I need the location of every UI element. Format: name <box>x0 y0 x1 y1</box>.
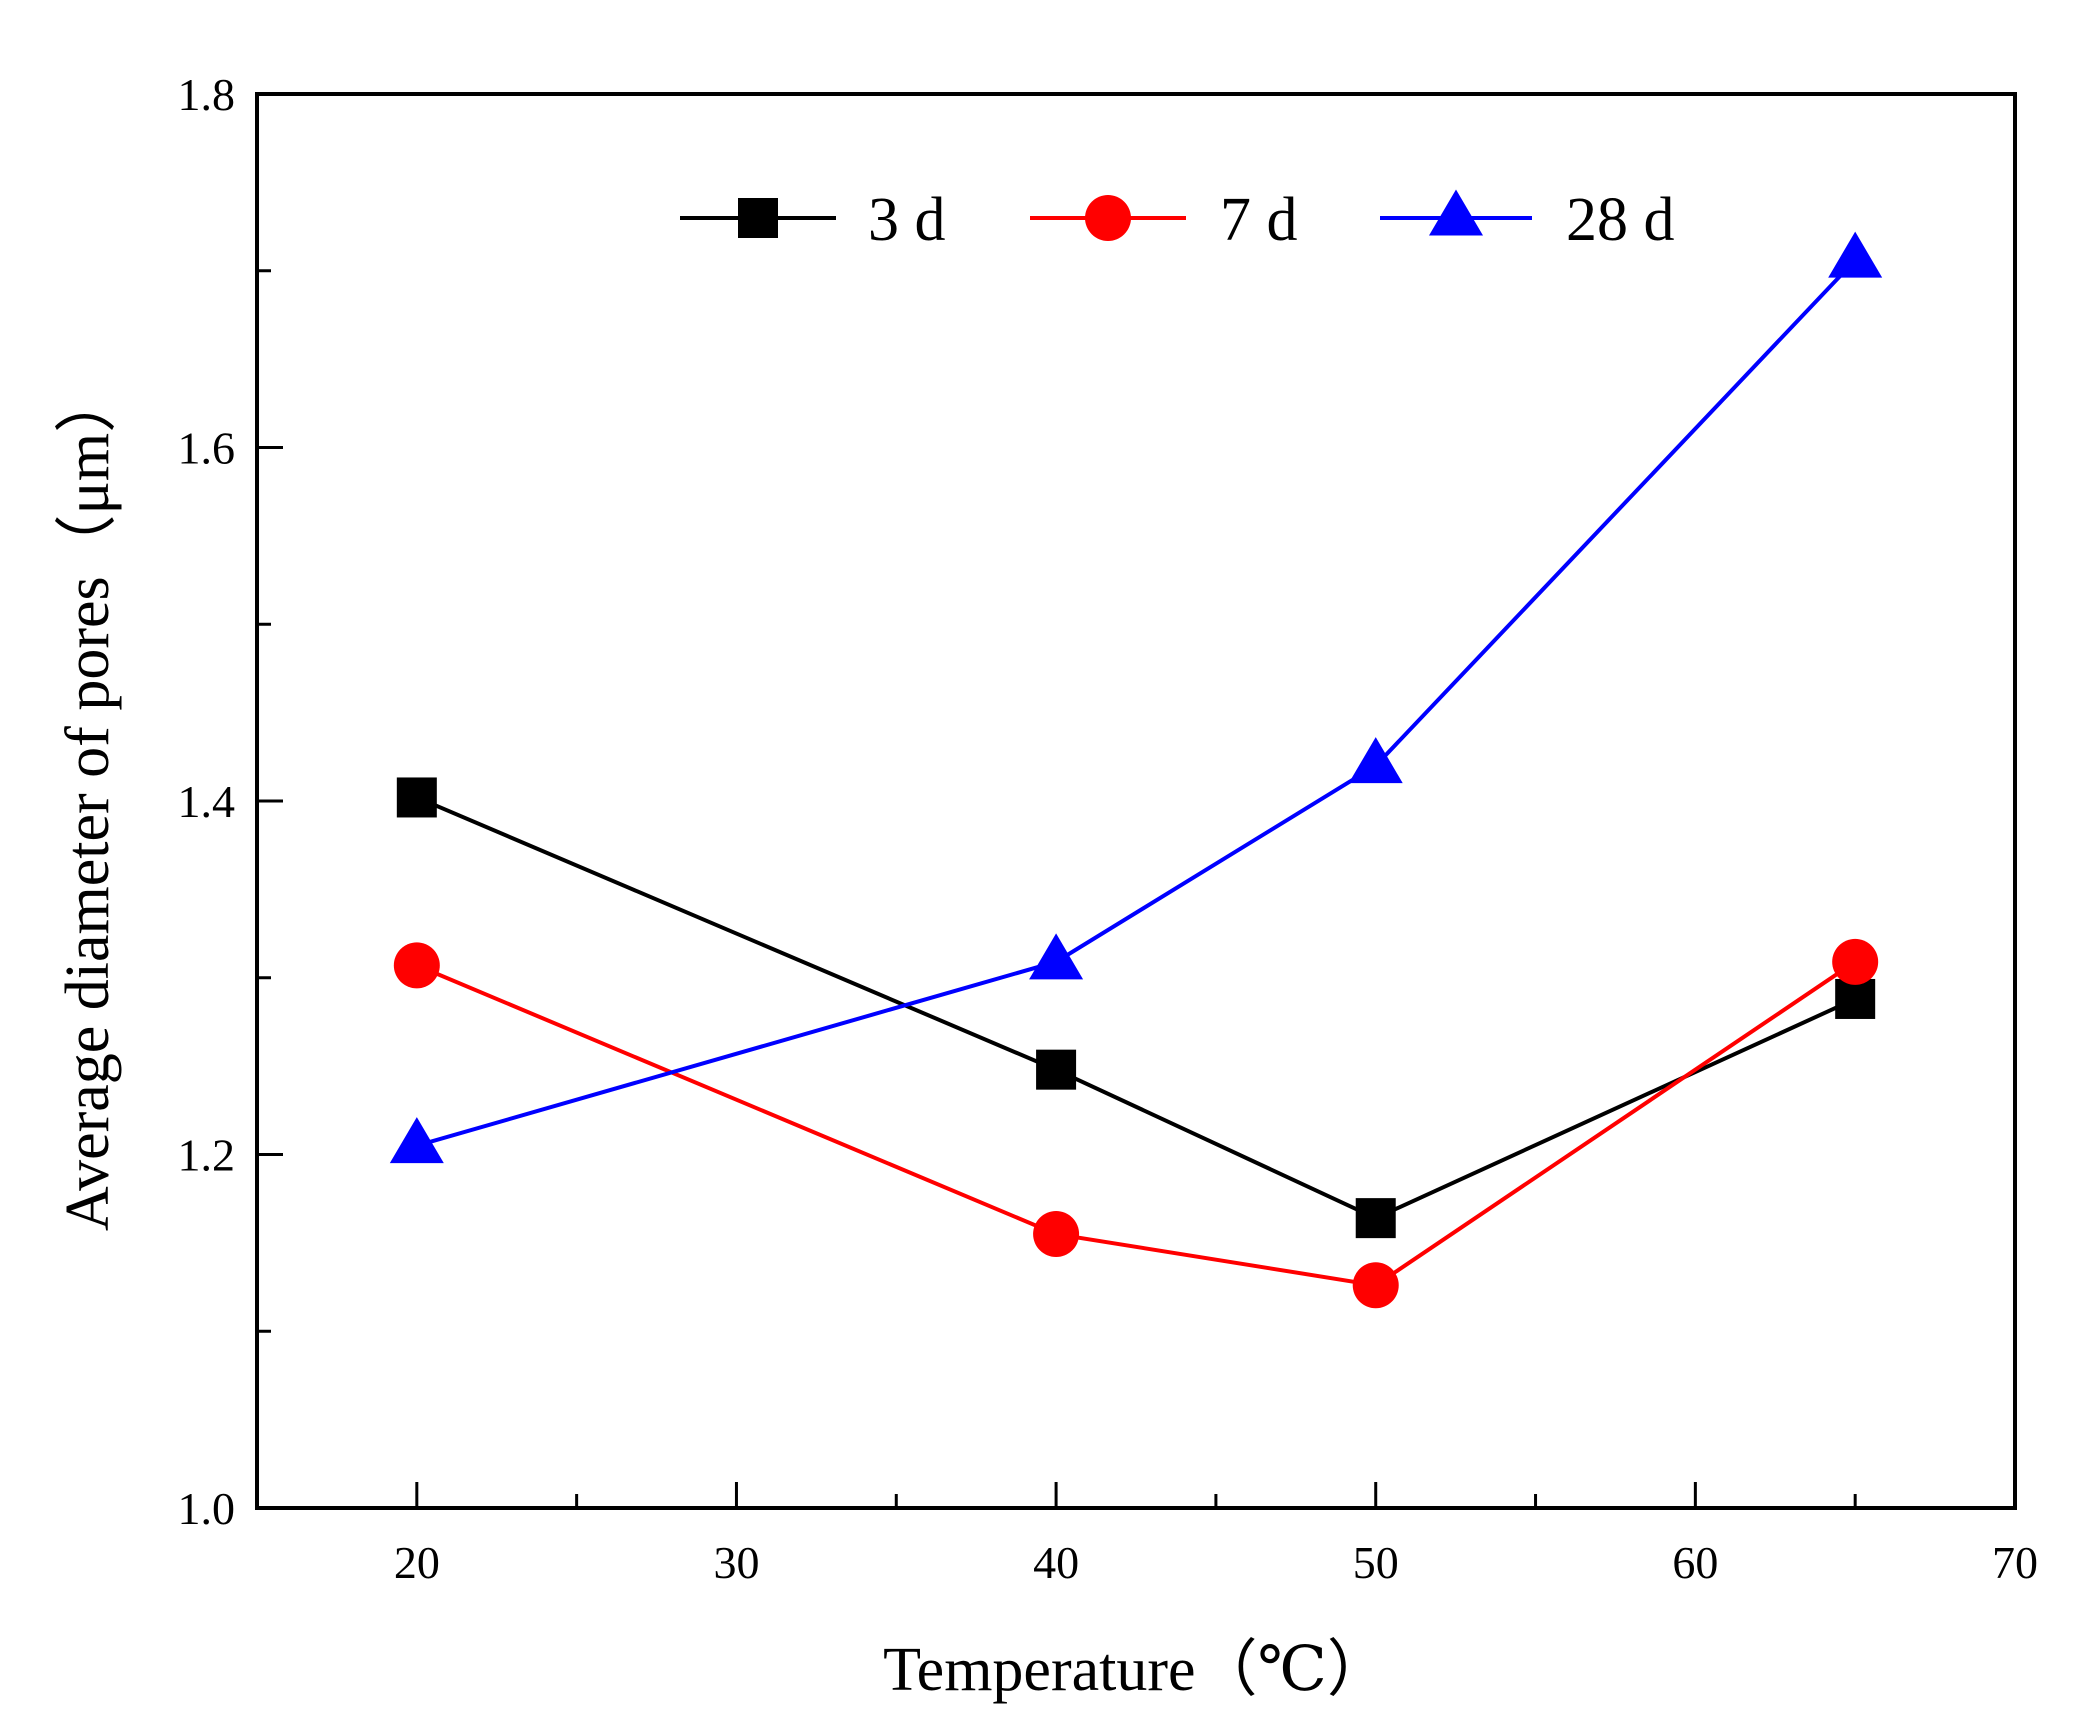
x-tick-label: 70 <box>1992 1537 2038 1588</box>
series-line-28d <box>416 258 1857 1148</box>
legend-label-28d: 28 d <box>1566 186 1675 254</box>
y-tick-label: 1.8 <box>178 69 236 120</box>
x-tick-label: 50 <box>1353 1537 1399 1588</box>
series-3d <box>396 777 1876 1239</box>
data-point-7d <box>1033 1211 1080 1258</box>
y-axis-title: Average diameter of pores（μm） <box>54 371 122 1231</box>
y-tick-label: 1.4 <box>178 776 236 827</box>
plot-series <box>389 231 1883 1309</box>
legend-label-3d: 3 d <box>868 186 946 254</box>
x-tick-label: 20 <box>394 1537 440 1588</box>
x-axis-title: Temperature（℃） <box>883 1636 1389 1704</box>
x-tick-label: 30 <box>713 1537 759 1588</box>
legend-entry-3d: 3 d <box>680 186 946 254</box>
plot-frame <box>255 92 2017 1510</box>
series-28d <box>389 231 1883 1164</box>
data-point-7d <box>1352 1262 1399 1309</box>
legend-marker-7d <box>1085 195 1131 241</box>
data-point-7d <box>393 942 440 989</box>
legend-label-7d: 7 d <box>1220 186 1298 254</box>
data-point-28d <box>1828 231 1883 278</box>
legend-entry-7d: 7 d <box>1030 186 1298 254</box>
y-tick-label: 1.2 <box>178 1130 236 1181</box>
data-point-28d <box>1029 933 1084 980</box>
legend-marker-28d <box>1429 189 1483 236</box>
series-line-3d <box>416 795 1857 1221</box>
series-line-7d <box>416 960 1857 1288</box>
legend: 3 d 7 d 28 d <box>680 186 1675 254</box>
data-point-3d <box>1036 1049 1077 1090</box>
axis-ticks: 20 30 40 50 60 70 1.0 1.2 1.4 1.6 1.8 <box>178 69 2039 1588</box>
data-point-28d <box>1348 737 1403 784</box>
data-point-3d <box>396 777 437 818</box>
x-tick-label: 40 <box>1033 1537 1079 1588</box>
y-tick-label: 1.6 <box>178 423 236 474</box>
data-point-3d <box>1355 1198 1396 1239</box>
legend-entry-28d: 28 d <box>1380 186 1675 254</box>
series-7d <box>393 938 1879 1309</box>
legend-marker-3d <box>738 198 778 238</box>
x-tick-label: 60 <box>1672 1537 1718 1588</box>
data-point-7d <box>1832 938 1879 985</box>
data-point-28d <box>389 1117 444 1164</box>
y-tick-label: 1.0 <box>178 1483 236 1534</box>
data-point-3d <box>1835 978 1876 1019</box>
